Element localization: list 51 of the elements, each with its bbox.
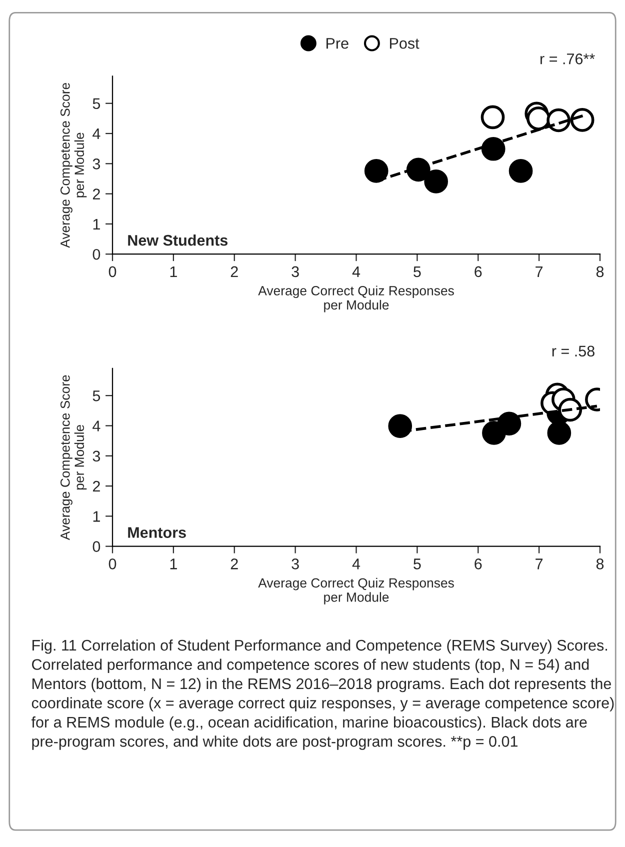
point xyxy=(508,158,533,183)
x-tick-label: 3 xyxy=(292,558,299,570)
x-tick-label: 0 xyxy=(108,558,116,570)
x-tick-label: 5 xyxy=(414,558,421,570)
y-tick-label: 0 xyxy=(92,248,100,260)
y-tick-label: 1 xyxy=(93,511,100,522)
y-tick-label: 2 xyxy=(92,480,100,492)
x-tick-label: 4 xyxy=(352,266,360,277)
x-tick-label: 1 xyxy=(170,266,177,277)
point xyxy=(547,421,572,445)
y-tick-label: 5 xyxy=(92,390,100,402)
y-tick-label: 2 xyxy=(92,188,100,200)
x-tick-label: 4 xyxy=(352,558,360,570)
point xyxy=(481,136,506,161)
y-tick-label: 1 xyxy=(93,218,100,230)
y-tick-label: 4 xyxy=(92,128,100,140)
y-axis-title: Average Competence Score per Module xyxy=(60,82,87,248)
annotation: Mentors xyxy=(128,527,186,538)
legend-label: Pre xyxy=(326,38,348,49)
y-tick-label: 4 xyxy=(92,420,100,432)
point xyxy=(480,105,505,130)
x-tick-label: 6 xyxy=(474,558,482,570)
text: r = .76** xyxy=(540,54,595,64)
y-tick-label: 3 xyxy=(92,158,100,170)
y-tick-label: 5 xyxy=(92,98,100,110)
x-tick-label: 3 xyxy=(292,266,299,278)
x-tick-label: 8 xyxy=(596,558,604,570)
x-tick-label: 2 xyxy=(230,266,238,277)
x-tick-label: 1 xyxy=(170,558,177,570)
point xyxy=(497,412,522,436)
text: r = .58 xyxy=(552,346,594,357)
point xyxy=(364,158,388,183)
annotation: New Students xyxy=(128,234,228,246)
x-tick-label: 2 xyxy=(230,558,238,570)
legend-label: Post xyxy=(390,38,420,49)
x-tick-label: 7 xyxy=(536,558,543,570)
x-tick-label: 8 xyxy=(596,266,604,278)
y-tick-label: 3 xyxy=(92,450,100,462)
x-tick-label: 0 xyxy=(108,266,116,278)
x-axis-title: Average Correct Quiz Responses per Module xyxy=(258,578,454,604)
y-tick-label: 0 xyxy=(92,541,100,552)
point xyxy=(424,170,448,194)
y-axis-title: Average Competence Score per Module xyxy=(60,375,87,540)
point xyxy=(526,106,550,130)
point xyxy=(570,108,594,132)
x-tick-label: 6 xyxy=(474,266,482,278)
x-tick-label: 5 xyxy=(414,266,421,278)
x-axis-title: Average Correct Quiz Responses per Module xyxy=(258,286,454,312)
point xyxy=(388,414,412,438)
caption: Fig. 11 Correlation of Student Performance and Competence (REMS Survey) Scores. Correlated performance and competence scores of new students (top, N = 54) and Mentors (bottom, N = 12) in the REMS 2016–2018 programs. Each dot represents the coordinate score (x = average correct quiz responses, y = average competence score) for a REMS module (e.g., ocean acidification, marine bioacoustics). Black dots are pre-program scores, and white dots are post-program scores. **p = 0.01 xyxy=(31,639,614,750)
x-tick-label: 7 xyxy=(536,266,543,277)
